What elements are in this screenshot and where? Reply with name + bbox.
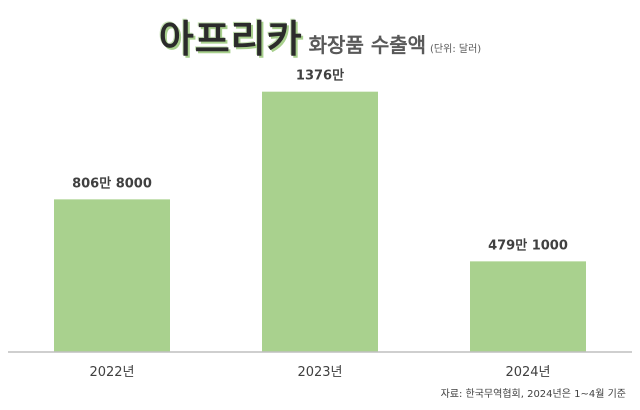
- bar-2023년: [262, 91, 378, 353]
- title-sub: 화장품 수출액: [308, 33, 427, 57]
- title-main: 아프리카: [158, 17, 303, 61]
- bar-2024년: [470, 261, 586, 352]
- title-unit: (단위: 달러): [430, 44, 482, 55]
- x-tick-label: 2022년: [89, 365, 134, 380]
- data-label: 1376만: [296, 68, 344, 84]
- x-tick-label: 2024년: [505, 365, 550, 380]
- data-label: 806만 8000: [72, 175, 152, 191]
- data-label: 479만 1000: [488, 237, 568, 253]
- x-tick-label: 2023년: [297, 365, 342, 380]
- chart-title: 아프리카 화장품 수출액 (단위: 달러): [0, 8, 640, 63]
- bar-2022년: [54, 199, 170, 352]
- source-note: 자료: 한국무역협회, 2024년은 1~4월 기준: [440, 389, 626, 400]
